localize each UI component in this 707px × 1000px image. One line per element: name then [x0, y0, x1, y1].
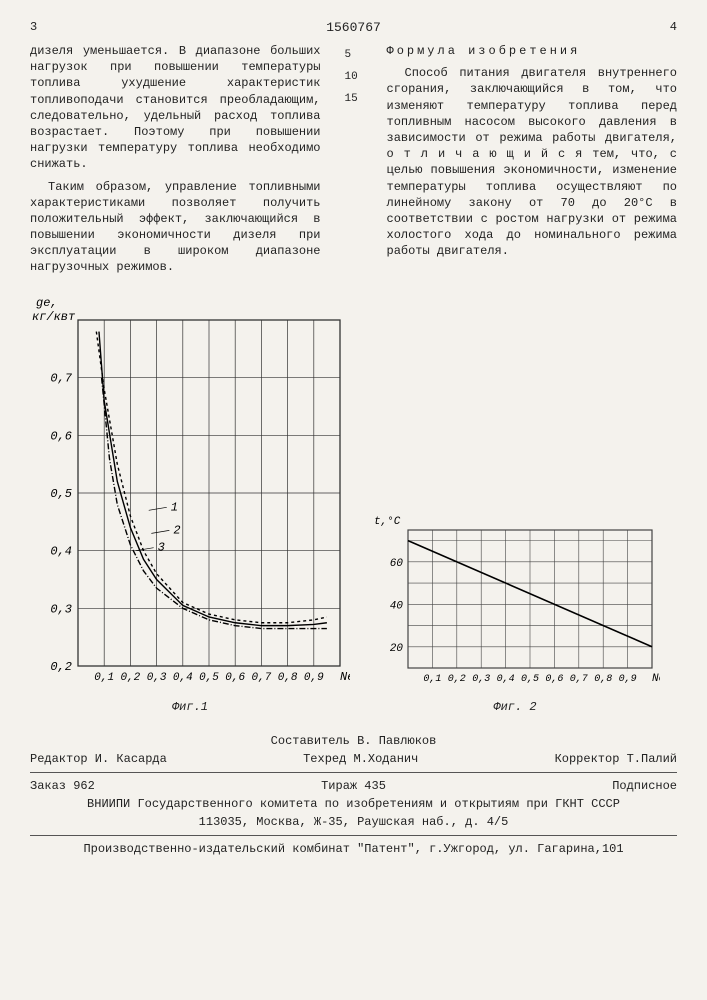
- text-columns: дизеля уменьшается. В диапазоне больших …: [30, 43, 677, 282]
- svg-text:0,5: 0,5: [521, 674, 539, 685]
- svg-text:кг/квт: кг/квт: [32, 310, 76, 324]
- addr2: Производственно-издательский комбинат "П…: [30, 840, 677, 858]
- page-num-left: 3: [30, 20, 70, 35]
- credits-block: Составитель В. Павлюков Редактор И. Каса…: [30, 732, 677, 858]
- order-no: Заказ 962: [30, 777, 95, 795]
- line-num: 15: [345, 93, 363, 105]
- org-line: ВНИИПИ Государственного комитета по изоб…: [30, 795, 677, 813]
- svg-text:0,3: 0,3: [472, 674, 490, 685]
- formula-title: Формула изобретения: [387, 43, 678, 59]
- svg-text:0,4: 0,4: [173, 672, 193, 684]
- svg-text:0,6: 0,6: [50, 429, 72, 443]
- svg-text:0,1: 0,1: [423, 674, 441, 685]
- svg-text:1: 1: [171, 500, 178, 514]
- fig1-caption: Фиг.1: [30, 700, 350, 714]
- svg-text:40: 40: [390, 600, 404, 612]
- svg-text:Ne: Ne: [652, 673, 660, 685]
- fig2-chart: 20 40 60 0,1 0,2 0,3 0,4 0,5 0,6 0,7 0,8 0,9 t,°C Ne: [370, 512, 660, 692]
- compiler: Составитель В. Павлюков: [30, 732, 677, 750]
- tirazh: Тираж 435: [321, 777, 386, 795]
- svg-text:0,3: 0,3: [50, 602, 72, 616]
- svg-text:0,8: 0,8: [594, 674, 612, 685]
- right-para: Способ питания двигателя внутреннего сго…: [387, 65, 678, 259]
- svg-text:ge,: ge,: [36, 296, 58, 310]
- line-num: 5: [345, 49, 363, 61]
- svg-text:60: 60: [390, 557, 404, 569]
- svg-text:20: 20: [390, 642, 404, 654]
- left-column: дизеля уменьшается. В диапазоне больших …: [30, 43, 321, 282]
- corrector: Корректор Т.Палий: [555, 750, 677, 768]
- line-num: 10: [345, 71, 363, 83]
- left-para-2: Таким образом, управление топливными хар…: [30, 179, 321, 276]
- svg-text:0,3: 0,3: [147, 672, 167, 684]
- figure-2: 2040600,10,20,30,40,50,60,70,80,9t,°CNe …: [370, 512, 660, 714]
- svg-text:2: 2: [173, 523, 180, 537]
- figures-row: 0,2 0,3 0,4 0,5 0,6 0,7 0,1 0,2 0,3 0,4 0,5 0,6 0,7 0…: [30, 292, 677, 714]
- svg-text:3: 3: [158, 540, 165, 554]
- svg-text:0,2: 0,2: [120, 672, 140, 684]
- patent-number: 1560767: [70, 20, 637, 35]
- svg-text:0,2: 0,2: [50, 660, 72, 674]
- left-para-1: дизеля уменьшается. В диапазоне больших …: [30, 43, 321, 173]
- svg-text:0,8: 0,8: [278, 672, 298, 684]
- fig1-chart: 0,2 0,3 0,4 0,5 0,6 0,7 0,1 0,2 0,3 0,4 0,5 0,6 0,7 0…: [30, 292, 350, 692]
- svg-text:0,4: 0,4: [50, 544, 72, 558]
- svg-text:0,4: 0,4: [497, 674, 515, 685]
- addr1: 113035, Москва, Ж-35, Раушская наб., д. …: [30, 813, 677, 831]
- svg-text:0,5: 0,5: [50, 487, 72, 501]
- svg-text:Ne: Ne: [340, 670, 350, 684]
- svg-text:0,2: 0,2: [448, 674, 466, 685]
- svg-text:0,7: 0,7: [251, 672, 271, 684]
- svg-text:0,7: 0,7: [570, 674, 588, 685]
- line-number-gutter: 5 10 15: [345, 43, 363, 282]
- svg-text:0,5: 0,5: [199, 672, 219, 684]
- svg-text:0,9: 0,9: [304, 672, 324, 684]
- sub: Подписное: [612, 777, 677, 795]
- techred: Техред М.Ходанич: [303, 750, 418, 768]
- svg-text:0,6: 0,6: [545, 674, 563, 685]
- svg-text:t,°C: t,°C: [374, 516, 401, 528]
- svg-text:0,9: 0,9: [619, 674, 637, 685]
- fig2-caption: Фиг. 2: [370, 700, 660, 714]
- svg-text:0,6: 0,6: [225, 672, 245, 684]
- figure-1: 0,2 0,3 0,4 0,5 0,6 0,7 0,1 0,2 0,3 0,4 0,5 0,6 0,7 0…: [30, 292, 350, 714]
- right-column: Формула изобретения Способ питания двига…: [387, 43, 678, 282]
- page-num-right: 4: [637, 20, 677, 35]
- page-header: 3 1560767 4: [30, 20, 677, 35]
- svg-text:0,7: 0,7: [50, 371, 72, 385]
- editor: Редактор И. Касарда: [30, 750, 167, 768]
- svg-text:0,1: 0,1: [94, 672, 114, 684]
